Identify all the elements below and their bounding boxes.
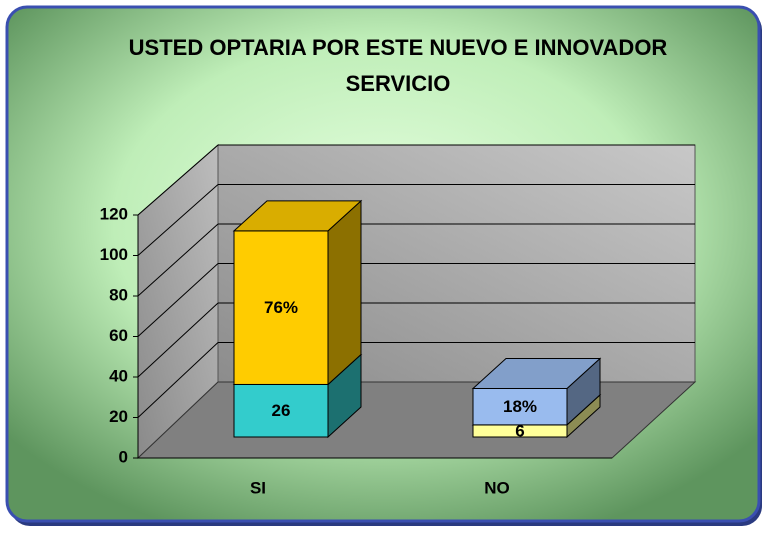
- y-tick-label: 60: [109, 326, 128, 345]
- bar-top: [471, 357, 602, 389]
- bar-side: [327, 199, 362, 386]
- grid-line: [137, 342, 219, 418]
- data-label: 26: [272, 401, 291, 420]
- x-tick-label: NO: [484, 478, 510, 497]
- y-tick-label: 80: [109, 285, 128, 304]
- y-tick-label: 0: [119, 447, 128, 466]
- floor: [136, 381, 697, 459]
- grid-line: [137, 184, 219, 256]
- bar-front: [233, 383, 329, 438]
- chart-title: USTED OPTARIA POR ESTE NUEVO E INNOVADOR…: [128, 35, 668, 96]
- bar-front: [233, 230, 329, 385]
- y-tick-label: 120: [100, 204, 128, 223]
- bar-top: [232, 200, 363, 232]
- grid-line: [137, 144, 219, 216]
- grid-line: [137, 263, 219, 337]
- x-tick-label: SI: [250, 478, 266, 497]
- y-tick-label: 20: [109, 407, 128, 426]
- bar-front: [472, 387, 568, 426]
- grid-line: [137, 302, 219, 378]
- data-label: 76%: [264, 298, 298, 317]
- y-tick-label: 100: [100, 245, 128, 264]
- data-label: 18%: [503, 397, 537, 416]
- y-tick-label: 40: [109, 366, 128, 385]
- grid-line: [137, 223, 219, 297]
- data-label: 6: [515, 421, 524, 440]
